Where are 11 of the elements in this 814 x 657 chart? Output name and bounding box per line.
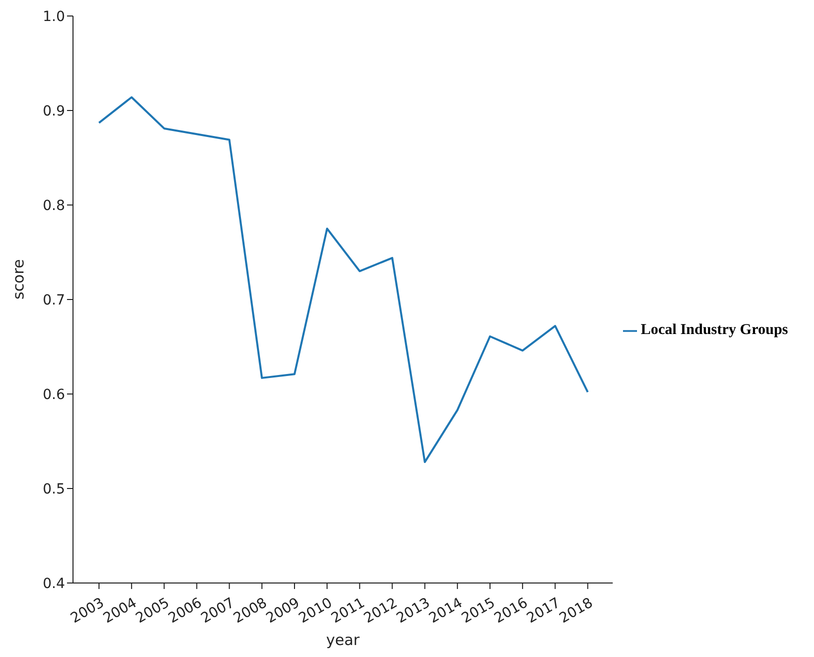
y-tick-label: 0.8: [42, 198, 65, 214]
legend-label: Local Industry Groups: [640, 322, 788, 338]
x-axis-title: year: [326, 631, 360, 649]
y-tick-label: 0.4: [42, 576, 66, 592]
y-tick-label: 0.5: [42, 481, 65, 498]
y-tick-label: 0.7: [42, 292, 65, 308]
y-tick-label: 0.9: [42, 103, 65, 120]
y-axis-title: score: [9, 259, 28, 300]
y-tick-label: 0.6: [42, 386, 66, 403]
y-tick-label: 1.0: [42, 8, 65, 25]
line-series: [98, 96, 589, 464]
